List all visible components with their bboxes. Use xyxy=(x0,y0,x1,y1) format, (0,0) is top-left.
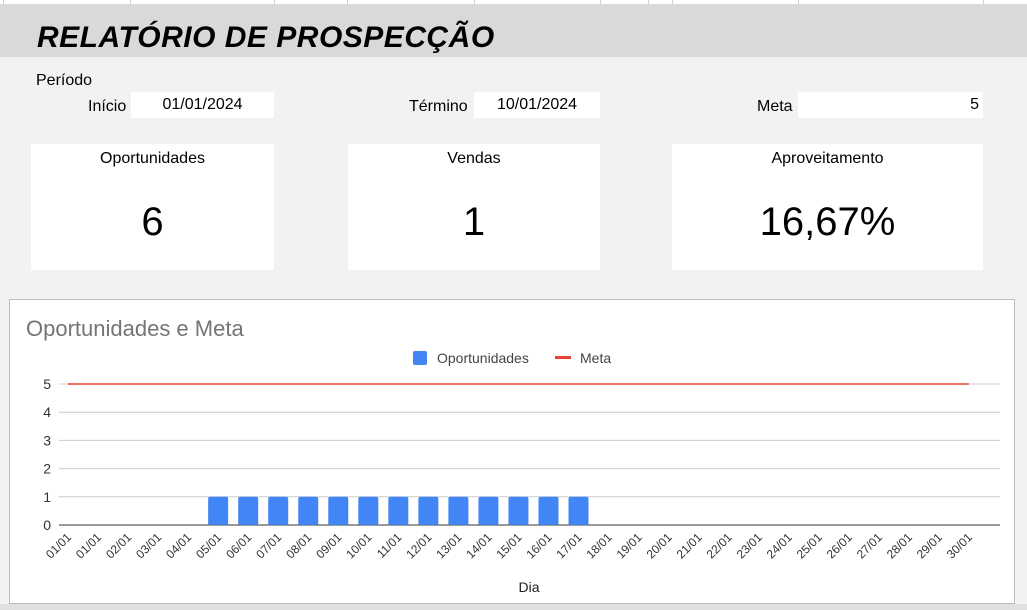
x-tick-label: 22/01 xyxy=(704,530,735,561)
x-tick-label: 29/01 xyxy=(914,530,945,561)
legend-label-oportunidades: Oportunidades xyxy=(437,350,529,366)
grid-line xyxy=(274,0,275,4)
x-tick-label: 05/01 xyxy=(193,530,224,561)
chart-bars xyxy=(208,496,589,525)
x-tick-label: 13/01 xyxy=(433,530,464,561)
bar-oportunidades xyxy=(418,496,439,525)
x-tick-label: 06/01 xyxy=(223,530,254,561)
x-tick-label: 20/01 xyxy=(644,530,675,561)
bar-oportunidades xyxy=(388,496,409,525)
legend-swatch-oportunidades xyxy=(413,351,427,365)
y-axis-ticks: 0 1 2 3 4 5 xyxy=(43,376,51,533)
bar-oportunidades xyxy=(508,496,529,525)
bar-oportunidades xyxy=(268,496,289,525)
x-tick-label: 09/01 xyxy=(313,530,344,561)
start-date-cell[interactable]: 01/01/2024 xyxy=(131,92,274,118)
x-tick-label: 24/01 xyxy=(764,530,795,561)
bar-oportunidades xyxy=(448,496,469,525)
bar-oportunidades xyxy=(208,496,229,525)
grid-line xyxy=(600,0,601,4)
goal-cell[interactable]: 5 xyxy=(798,92,983,118)
y-tick-label: 3 xyxy=(43,432,51,448)
x-tick-label: 01/01 xyxy=(43,530,74,561)
legend-swatch-meta xyxy=(555,356,571,359)
y-tick-label: 1 xyxy=(43,489,51,505)
bar-oportunidades xyxy=(328,496,349,525)
chart-gridlines xyxy=(59,383,1000,526)
end-label: Término xyxy=(409,98,468,115)
x-tick-label: 02/01 xyxy=(103,530,134,561)
grid-line xyxy=(3,0,4,4)
bar-oportunidades xyxy=(358,496,379,525)
opportunities-card: Oportunidades 6 xyxy=(31,144,274,270)
opportunities-card-title: Oportunidades xyxy=(100,150,205,167)
x-tick-label: 25/01 xyxy=(794,530,825,561)
conversion-card-title: Aproveitamento xyxy=(771,150,884,167)
opportunities-goal-chart: Oportunidades e Meta Oportunidades Meta … xyxy=(26,316,1000,595)
report-title: RELATÓRIO DE PROSPECÇÃO xyxy=(37,21,495,54)
grid-line xyxy=(474,0,475,4)
y-tick-label: 0 xyxy=(43,517,51,533)
x-tick-label: 30/01 xyxy=(944,530,975,561)
grid-line xyxy=(672,0,673,4)
grid-line xyxy=(347,0,348,4)
x-tick-label: 17/01 xyxy=(553,530,584,561)
start-label: Início xyxy=(88,98,127,115)
x-tick-label: 04/01 xyxy=(163,530,194,561)
x-tick-label: 26/01 xyxy=(824,530,855,561)
chart-legend: Oportunidades Meta xyxy=(413,350,611,366)
sales-card: Vendas 1 xyxy=(348,144,600,270)
bar-oportunidades xyxy=(298,496,319,525)
period-label: Período xyxy=(36,72,93,89)
chart-title: Oportunidades e Meta xyxy=(26,316,244,341)
end-date-cell[interactable]: 10/01/2024 xyxy=(474,92,600,118)
grid-line xyxy=(983,0,984,4)
x-tick-label: 19/01 xyxy=(614,530,645,561)
x-tick-label: 10/01 xyxy=(343,530,374,561)
goal-label: Meta xyxy=(757,98,793,115)
y-tick-label: 2 xyxy=(43,461,51,477)
x-tick-label: 15/01 xyxy=(493,530,524,561)
x-tick-label: 23/01 xyxy=(734,530,765,561)
x-tick-label: 01/01 xyxy=(73,530,104,561)
y-tick-label: 5 xyxy=(43,376,51,392)
bar-oportunidades xyxy=(238,496,259,525)
x-tick-label: 12/01 xyxy=(403,530,434,561)
x-tick-label: 07/01 xyxy=(253,530,284,561)
grid-line xyxy=(798,0,799,4)
x-tick-label: 28/01 xyxy=(884,530,915,561)
bar-oportunidades xyxy=(568,496,589,525)
chart-container[interactable]: Oportunidades e Meta Oportunidades Meta … xyxy=(9,299,1015,604)
sales-card-value: 1 xyxy=(462,200,486,244)
title-band: RELATÓRIO DE PROSPECÇÃO xyxy=(0,4,1027,57)
x-tick-label: 14/01 xyxy=(463,530,494,561)
conversion-card: Aproveitamento 16,67% xyxy=(672,144,983,270)
conversion-card-value: 16,67% xyxy=(759,200,896,244)
x-tick-label: 21/01 xyxy=(674,530,705,561)
x-tick-label: 27/01 xyxy=(854,530,885,561)
x-tick-label: 16/01 xyxy=(523,530,554,561)
x-tick-label: 03/01 xyxy=(133,530,164,561)
x-axis-label: Dia xyxy=(518,579,539,595)
legend-label-meta: Meta xyxy=(580,350,611,366)
bar-oportunidades xyxy=(538,496,559,525)
bar-oportunidades xyxy=(478,496,499,525)
x-tick-label: 18/01 xyxy=(584,530,615,561)
grid-line xyxy=(130,0,131,4)
sheet-bottom-strip xyxy=(0,604,1027,610)
x-tick-label: 11/01 xyxy=(374,530,405,561)
sales-card-title: Vendas xyxy=(447,150,501,167)
x-axis-ticks: 01/0101/0102/0103/0104/0105/0106/0107/01… xyxy=(43,530,975,561)
x-tick-label: 08/01 xyxy=(283,530,314,561)
y-tick-label: 4 xyxy=(43,404,51,420)
opportunities-card-value: 6 xyxy=(141,200,164,244)
grid-line xyxy=(648,0,649,4)
